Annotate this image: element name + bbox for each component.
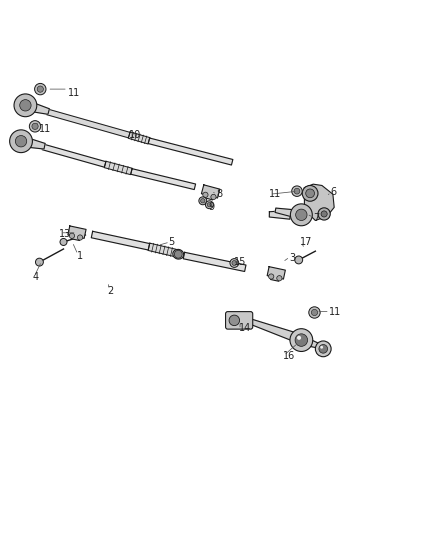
Polygon shape: [20, 136, 45, 149]
Circle shape: [296, 209, 307, 221]
Polygon shape: [183, 252, 246, 271]
Circle shape: [69, 233, 74, 238]
Polygon shape: [250, 319, 295, 341]
Circle shape: [295, 334, 307, 346]
Text: 4: 4: [33, 272, 39, 282]
Text: 3: 3: [289, 253, 295, 263]
Polygon shape: [46, 109, 130, 138]
Circle shape: [290, 329, 313, 351]
Text: 14: 14: [239, 323, 251, 333]
Circle shape: [29, 120, 41, 132]
Circle shape: [201, 199, 205, 203]
Circle shape: [20, 100, 31, 111]
Circle shape: [294, 188, 300, 194]
Polygon shape: [42, 144, 106, 167]
Text: 11: 11: [39, 124, 51, 134]
Text: 16: 16: [283, 351, 295, 361]
Text: 2: 2: [107, 286, 113, 296]
Circle shape: [32, 123, 38, 130]
Polygon shape: [24, 100, 49, 114]
Circle shape: [15, 135, 27, 147]
Text: 1: 1: [77, 251, 83, 261]
Circle shape: [205, 201, 213, 209]
Polygon shape: [275, 208, 302, 219]
FancyBboxPatch shape: [226, 312, 253, 329]
Text: 6: 6: [331, 187, 337, 197]
Circle shape: [14, 94, 37, 117]
Circle shape: [292, 186, 302, 197]
Circle shape: [306, 189, 314, 198]
Circle shape: [321, 211, 327, 217]
Circle shape: [302, 185, 318, 201]
Circle shape: [207, 203, 212, 207]
Polygon shape: [91, 231, 150, 250]
Text: 10: 10: [129, 130, 141, 140]
Text: 8: 8: [217, 189, 223, 199]
Text: 5: 5: [169, 237, 175, 247]
Circle shape: [320, 346, 323, 349]
Text: 11: 11: [68, 88, 80, 99]
Circle shape: [174, 251, 182, 258]
Circle shape: [318, 208, 330, 220]
Circle shape: [315, 341, 331, 357]
Text: 7: 7: [313, 213, 319, 223]
Circle shape: [277, 276, 282, 281]
Circle shape: [35, 84, 46, 95]
Polygon shape: [128, 132, 150, 144]
Circle shape: [297, 336, 301, 340]
Circle shape: [78, 235, 83, 240]
Text: 11: 11: [269, 189, 282, 199]
Text: 11: 11: [328, 308, 341, 318]
Polygon shape: [267, 266, 285, 281]
Polygon shape: [68, 226, 86, 240]
Circle shape: [319, 344, 328, 353]
Text: 9: 9: [208, 203, 214, 212]
Circle shape: [10, 130, 32, 152]
Circle shape: [37, 86, 43, 92]
Circle shape: [230, 259, 239, 268]
Polygon shape: [304, 184, 334, 221]
Ellipse shape: [173, 249, 184, 259]
Circle shape: [232, 261, 237, 265]
Polygon shape: [148, 138, 233, 165]
Polygon shape: [269, 211, 290, 219]
Circle shape: [229, 315, 240, 326]
Text: 13: 13: [59, 229, 71, 239]
Circle shape: [60, 238, 67, 246]
Polygon shape: [300, 336, 321, 348]
Polygon shape: [104, 161, 132, 175]
Polygon shape: [148, 243, 176, 256]
Circle shape: [309, 307, 320, 318]
Circle shape: [199, 197, 207, 205]
Text: 15: 15: [234, 257, 247, 267]
Circle shape: [311, 309, 318, 316]
Polygon shape: [131, 168, 196, 190]
Circle shape: [290, 204, 312, 226]
Text: 17: 17: [300, 237, 312, 247]
Circle shape: [35, 258, 43, 266]
Circle shape: [211, 195, 216, 199]
Circle shape: [203, 192, 208, 197]
Circle shape: [295, 256, 303, 264]
Circle shape: [268, 274, 274, 279]
Polygon shape: [201, 185, 220, 200]
